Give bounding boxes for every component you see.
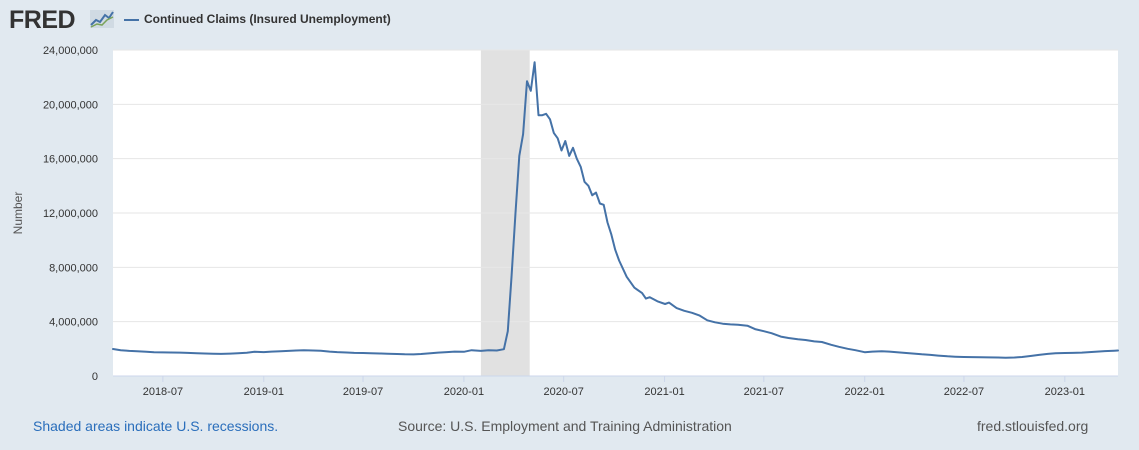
x-tick-label: 2023-01 bbox=[1045, 386, 1085, 398]
fred-chart-icon bbox=[90, 10, 114, 28]
recession-note-link[interactable]: Shaded areas indicate U.S. recessions. bbox=[33, 418, 279, 434]
y-tick-label: 12,000,000 bbox=[43, 208, 98, 220]
y-tick-label: 16,000,000 bbox=[43, 154, 98, 166]
legend-label: Continued Claims (Insured Unemployment) bbox=[144, 12, 391, 26]
site-url: fred.stlouisfed.org bbox=[977, 418, 1089, 434]
y-tick-label: 0 bbox=[92, 371, 98, 383]
series-line bbox=[112, 61, 1119, 359]
legend-swatch bbox=[124, 19, 139, 21]
x-tick-label: 2019-07 bbox=[343, 386, 383, 398]
line-chart: 0 4,000,000 8,000,000 12,000,000 16,000,000 2… bbox=[11, 45, 1119, 398]
x-tick-label: 2021-01 bbox=[644, 386, 684, 398]
chart-header: FRED Continued Claims (Insured Unemploym… bbox=[0, 0, 1139, 40]
x-tick-label: 2022-07 bbox=[944, 386, 984, 398]
x-tick-label: 2021-07 bbox=[744, 386, 784, 398]
x-tick-label: 2022-01 bbox=[845, 386, 885, 398]
x-tick-label: 2020-01 bbox=[444, 386, 484, 398]
source-text: Source: U.S. Employment and Training Adm… bbox=[398, 418, 732, 434]
y-tick-label: 20,000,000 bbox=[43, 99, 98, 111]
x-tick-label: 2018-07 bbox=[143, 386, 183, 398]
x-tick-label: 2020-07 bbox=[543, 386, 583, 398]
y-tick-label: 8,000,000 bbox=[49, 262, 98, 274]
fred-logo[interactable]: FRED bbox=[9, 6, 76, 34]
y-tick-label: 24,000,000 bbox=[43, 45, 98, 57]
y-tick-label: 4,000,000 bbox=[49, 317, 98, 329]
x-tick-label: 2019-01 bbox=[244, 386, 284, 398]
y-axis-title: Number bbox=[11, 192, 25, 235]
